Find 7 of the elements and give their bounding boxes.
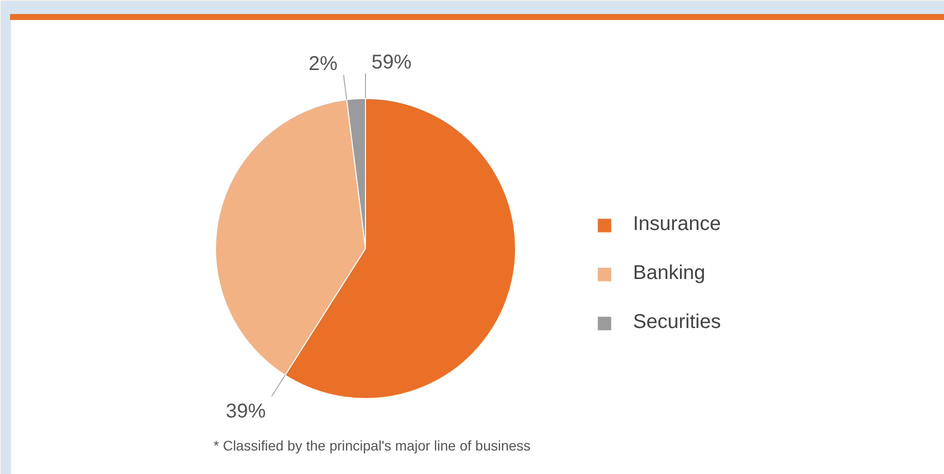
text: * Classified by the principal's major line of business bbox=[214, 438, 531, 454]
legend-label: Insurance bbox=[633, 213, 721, 236]
data-label: 59% bbox=[372, 52, 412, 74]
legend-label: Securities bbox=[633, 311, 721, 334]
legend-label: Banking bbox=[633, 262, 706, 285]
data-label: 39% bbox=[226, 400, 266, 422]
data-label: 2% bbox=[308, 52, 338, 75]
